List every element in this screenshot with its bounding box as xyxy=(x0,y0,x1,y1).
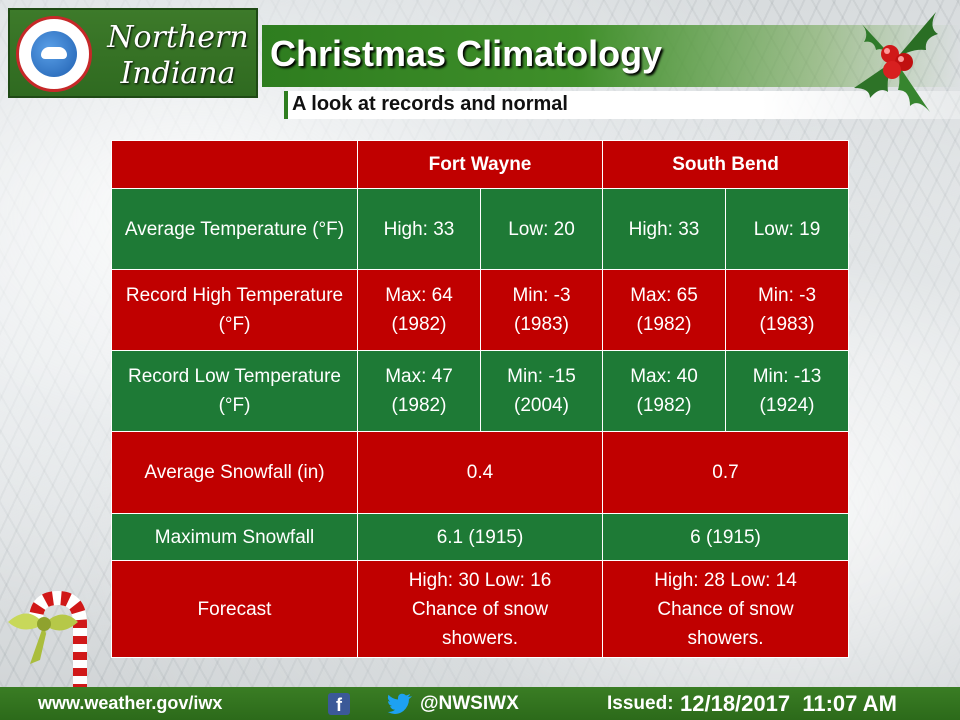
table-cell: Low: 19 xyxy=(724,188,850,270)
issued-label: Issued: xyxy=(607,693,674,714)
table-cell: High: 28 Low: 14 Chance of snow showers. xyxy=(601,560,850,658)
office-logo: Northern Indiana xyxy=(8,8,258,98)
table-row: Average Snowfall (in) 0.4 0.7 xyxy=(111,431,850,514)
table-cell: 6.1 (1915) xyxy=(357,513,603,561)
page-title: Christmas Climatology xyxy=(270,33,663,74)
table-cell: Min: -3 (1983) xyxy=(480,269,603,351)
table-header-row: Fort Wayne South Bend xyxy=(111,140,850,189)
table-cell: Low: 20 xyxy=(480,188,603,270)
table-cell: Min: -15 (2004) xyxy=(480,350,603,432)
row-label: Maximum Snowfall xyxy=(111,513,358,561)
subtitle-banner xyxy=(284,91,960,119)
twitter-icon[interactable] xyxy=(387,693,413,715)
table-cell: Max: 64 (1982) xyxy=(357,269,481,351)
header-corner xyxy=(111,140,358,189)
table-cell: Min: -13 (1924) xyxy=(724,350,850,432)
holly-icon xyxy=(854,12,938,112)
row-label: Record Low Temperature (°F) xyxy=(111,350,358,432)
row-label: Average Temperature (°F) xyxy=(111,188,358,270)
table-row: Forecast High: 30 Low: 16 Chance of snow… xyxy=(111,560,850,658)
table-cell: 0.4 xyxy=(357,431,603,514)
table-cell: High: 30 Low: 16 Chance of snow showers. xyxy=(357,560,603,658)
footer-bar: www.weather.gov/iwx f @NWSIWX Issued: 12… xyxy=(0,687,960,720)
page-subtitle: A look at records and normal xyxy=(292,93,568,115)
table-row: Record High Temperature (°F) Max: 64 (19… xyxy=(111,269,850,351)
nws-seal-icon xyxy=(16,16,92,92)
candy-cane-icon xyxy=(8,590,87,694)
table-cell: 6 (1915) xyxy=(601,513,850,561)
region-line1: Northern xyxy=(107,20,249,55)
table-cell: Max: 40 (1982) xyxy=(602,350,726,432)
row-label: Average Snowfall (in) xyxy=(111,431,358,514)
office-region: Northern Indiana xyxy=(100,20,256,92)
table-cell: High: 33 xyxy=(602,188,726,270)
twitter-handle[interactable]: @NWSIWX xyxy=(420,693,519,714)
issued-value: 12/18/2017 11:07 AM xyxy=(680,691,897,716)
table-cell: High: 33 xyxy=(357,188,481,270)
table-row: Average Temperature (°F) High: 33 Low: 2… xyxy=(111,188,850,270)
website-link[interactable]: www.weather.gov/iwx xyxy=(38,693,223,713)
table-row: Record Low Temperature (°F) Max: 47 (198… xyxy=(111,350,850,432)
table-cell: Min: -3 (1983) xyxy=(724,269,850,351)
column-header-south-bend: South Bend xyxy=(601,140,850,189)
title-banner xyxy=(262,25,960,87)
column-header-fort-wayne: Fort Wayne xyxy=(357,140,603,189)
region-line2: Indiana xyxy=(120,56,236,91)
table-cell: Max: 65 (1982) xyxy=(602,269,726,351)
facebook-icon[interactable]: f xyxy=(328,693,350,715)
climatology-table: Fort Wayne South Bend Average Temperatur… xyxy=(111,140,850,658)
table-cell: 0.7 xyxy=(601,431,850,514)
row-label: Record High Temperature (°F) xyxy=(111,269,358,351)
table-row: Maximum Snowfall 6.1 (1915) 6 (1915) xyxy=(111,513,850,561)
row-label: Forecast xyxy=(111,560,358,658)
table-cell: Max: 47 (1982) xyxy=(357,350,481,432)
